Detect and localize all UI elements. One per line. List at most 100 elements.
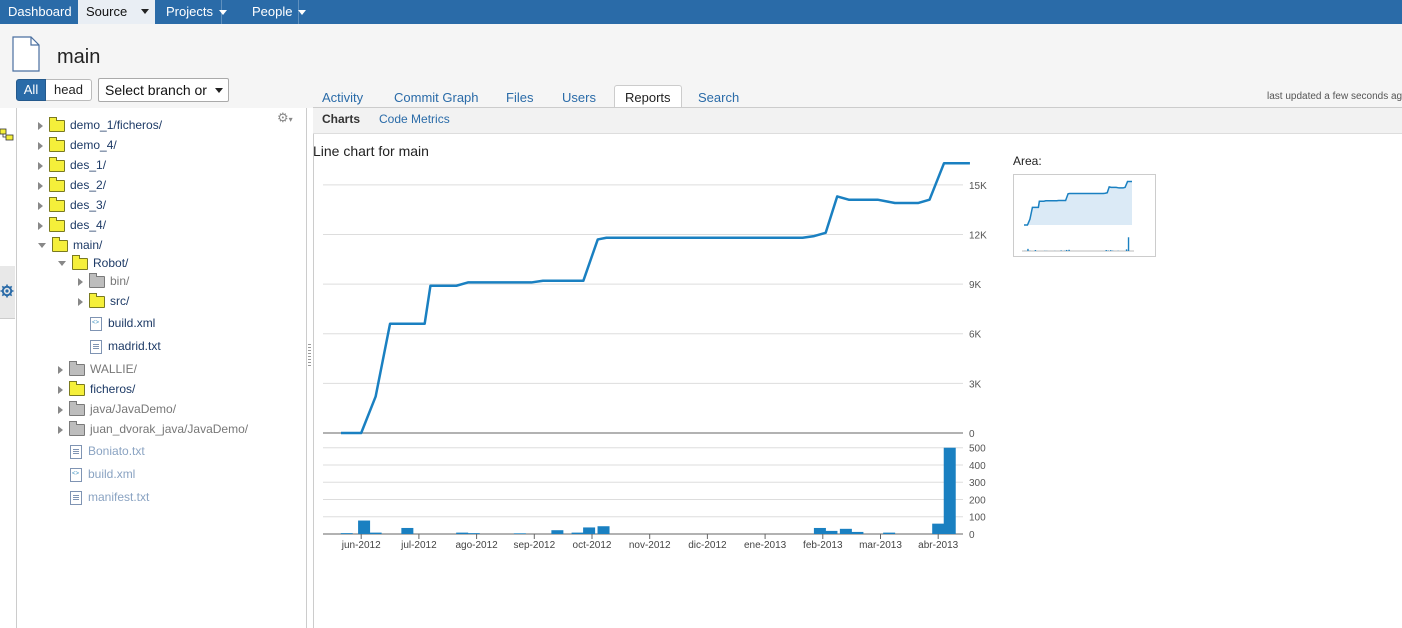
nav-dashboard[interactable]: Dashboard [8,4,72,19]
tree-folder[interactable]: Robot/ [58,254,128,272]
gear-icon[interactable] [0,284,14,298]
expand-icon[interactable] [58,405,63,414]
bar [571,532,584,534]
tree-item-label: java/JavaDemo/ [90,402,177,416]
tree-folder[interactable]: ficheros/ [58,380,135,398]
tree-folder[interactable]: java/JavaDemo/ [58,400,176,418]
strip-settings-panel [0,266,15,319]
tree-item-label: build.xml [88,467,136,481]
bar [369,532,382,534]
x-tick-label: abr-2013 [918,540,958,551]
y-tick-label: 9K [969,280,982,291]
branch-select[interactable]: Select branch or [98,78,229,102]
mini-bar [1065,249,1068,251]
bar [851,531,864,534]
mini-bar [1027,248,1029,251]
tree-folder[interactable]: main/ [38,236,102,254]
bar-y-tick-label: 100 [969,513,986,524]
tree-item-label: Boniato.txt [88,444,145,458]
nav-people[interactable]: People [244,0,319,24]
tab-reports[interactable]: Reports [614,85,682,108]
tab-users[interactable]: Users [562,90,596,105]
expand-icon[interactable] [38,201,43,210]
tree-folder[interactable]: bin/ [78,272,129,290]
nav-source-dropdown[interactable] [138,0,154,24]
tab-search[interactable]: Search [698,90,740,105]
expand-icon[interactable] [58,385,63,394]
tree-folder[interactable]: WALLIE/ [58,360,137,378]
bar [943,447,956,534]
bar [813,527,826,534]
expand-icon[interactable] [58,365,63,374]
tree-file[interactable]: manifest.txt [70,488,149,506]
chart-title: Line chart for main [313,143,429,159]
x-tick-label: jun-2012 [341,540,381,551]
expand-icon[interactable] [38,141,43,150]
tree-file[interactable]: build.xml [90,314,155,332]
y-tick-label: 0 [969,429,975,440]
expand-icon[interactable] [78,277,83,286]
tree-folder[interactable]: demo_1/ficheros/ [38,116,162,134]
tab-commit-graph[interactable]: Commit Graph [394,90,479,105]
tree-folder[interactable]: juan_dvorak_java/JavaDemo/ [58,420,248,438]
folder-icon [72,254,88,270]
expand-icon[interactable] [38,181,43,190]
splitter-grip[interactable] [308,344,311,366]
expand-open-icon[interactable] [58,261,66,267]
bar-y-tick-label: 400 [969,461,986,472]
branch-explorer-icon[interactable] [0,126,14,142]
tree-folder[interactable]: des_3/ [38,196,106,214]
folder-icon [69,400,85,416]
tree-folder[interactable]: des_4/ [38,216,106,234]
tab-activity[interactable]: Activity [322,90,364,105]
x-tick-label: jul-2012 [400,540,437,551]
panel-splitter[interactable] [307,108,314,628]
tree-file[interactable]: build.xml [70,465,135,483]
expand-icon[interactable] [58,425,63,434]
chevron-down-icon: ▾ [288,115,293,124]
tree-item-label: src/ [110,294,130,308]
expand-open-icon[interactable] [38,243,46,249]
tree-item-label: WALLIE/ [90,362,137,376]
nav-projects[interactable]: Projects [158,0,238,24]
nav-divider [298,0,299,24]
filter-head-button[interactable]: head [46,79,92,101]
tree-settings-button[interactable]: ⚙▾ [277,110,293,126]
tree-item-label: Robot/ [93,256,129,270]
subtab-code-metrics[interactable]: Code Metrics [379,112,450,126]
subtab-charts[interactable]: Charts [322,112,361,126]
tree-item-label: des_1/ [70,158,107,172]
x-tick-label: feb-2013 [803,540,843,551]
folder-icon [49,136,65,152]
bar [513,533,526,534]
folder-icon [49,176,65,192]
x-tick-label: sep-2012 [513,540,555,551]
tree-item-label: madrid.txt [108,339,161,353]
file-tree-panel [16,108,307,628]
filter-all-button[interactable]: All [16,79,46,101]
tree-folder[interactable]: demo_4/ [38,136,117,154]
folder-icon [89,272,105,288]
expand-icon[interactable] [38,121,43,130]
document-icon [12,36,40,72]
page-header: main [0,24,1402,108]
line-chart: 0 3K 6K 9K 12K 15K 0 100 200 300 400 500 jun-2012 jul… [323,162,987,551]
bar [340,533,353,534]
line-series [341,162,970,435]
expand-icon[interactable] [78,297,83,306]
tree-folder[interactable]: src/ [78,292,129,310]
mini-bar [1109,250,1112,251]
area-overview[interactable] [1013,174,1156,257]
chevron-down-icon [298,10,307,16]
expand-icon[interactable] [38,161,43,170]
tree-folder[interactable]: des_1/ [38,156,106,174]
folder-icon [89,292,105,308]
tab-files[interactable]: Files [506,90,534,105]
tree-item-label: juan_dvorak_java/JavaDemo/ [90,422,249,436]
tree-folder[interactable]: des_2/ [38,176,106,194]
text-file-icon [70,444,82,459]
tree-file[interactable]: Boniato.txt [70,442,145,460]
expand-icon[interactable] [38,221,43,230]
y-tick-label: 3K [969,379,982,390]
tree-file[interactable]: madrid.txt [90,337,161,355]
